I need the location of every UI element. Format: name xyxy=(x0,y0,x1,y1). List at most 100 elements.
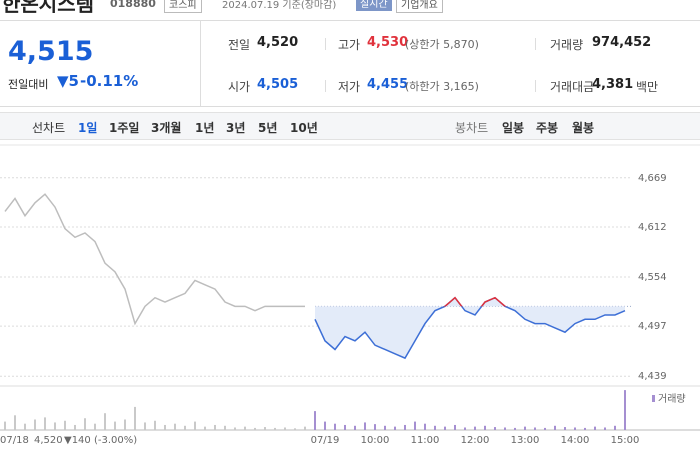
volume-bar xyxy=(64,420,66,430)
period-tab[interactable]: 1년 xyxy=(195,121,215,135)
company-info-button[interactable]: 기업개요 xyxy=(396,0,443,13)
volume-bar xyxy=(374,424,376,430)
volume-bar xyxy=(524,426,526,430)
quote-label: 시가 xyxy=(228,80,251,94)
volume-bar xyxy=(604,427,606,430)
period-tab[interactable]: 1주일 xyxy=(109,121,140,135)
volume-bar xyxy=(294,428,296,430)
volume-bar xyxy=(384,425,386,430)
period-tab[interactable]: 3개월 xyxy=(151,121,182,135)
footer-change: ▼140 (-3.00%) xyxy=(64,435,137,446)
volume-bar xyxy=(284,427,286,430)
volume-bar xyxy=(134,406,136,430)
tab-label: 선차트 xyxy=(32,121,66,135)
volume-bar xyxy=(184,425,186,430)
volume-bar xyxy=(194,421,196,430)
volume-bar xyxy=(204,426,206,430)
x-tick-label: 07/19 xyxy=(311,435,340,446)
x-tick-label: 07/18 xyxy=(0,435,29,446)
volume-bar xyxy=(214,424,216,430)
volume-bar xyxy=(514,427,516,430)
y-tick-label: 4,439 xyxy=(638,371,667,382)
footer-price: 4,520 xyxy=(34,435,63,446)
volume-bar xyxy=(394,426,396,430)
candle-tab[interactable]: 일봉 xyxy=(502,121,525,135)
x-tick-label: 10:00 xyxy=(361,435,390,446)
quote-label: 전일 xyxy=(228,38,251,52)
x-tick-label: 14:00 xyxy=(561,435,590,446)
period-tab[interactable]: 10년 xyxy=(290,121,318,135)
divider xyxy=(200,20,201,106)
volume-bar xyxy=(454,424,456,430)
volume-bar xyxy=(414,421,416,430)
date: 2024.07.19 기준(장마감) xyxy=(222,0,337,11)
candle-tab[interactable]: 월봉 xyxy=(572,121,595,135)
volume-bar xyxy=(234,427,236,430)
volume-bar xyxy=(624,390,626,430)
y-tick-label: 4,554 xyxy=(638,272,667,283)
volume-bar xyxy=(574,427,576,430)
volume-bar xyxy=(404,424,406,430)
volume-bar xyxy=(124,419,126,430)
divider xyxy=(0,106,700,107)
volume-bar xyxy=(434,425,436,430)
area-fill xyxy=(315,297,625,359)
volume-bar xyxy=(544,427,546,430)
volume-bar xyxy=(334,423,336,430)
quote-unit: 백만 xyxy=(636,80,659,94)
quote-value: 4,520 xyxy=(257,35,299,50)
volume-bar xyxy=(244,426,246,430)
period-tab[interactable]: 5년 xyxy=(258,121,278,135)
price-line xyxy=(314,296,626,360)
x-tick-label: 13:00 xyxy=(511,435,540,446)
quote-label: 저가 xyxy=(338,80,361,94)
period-tab[interactable]: 3년 xyxy=(226,121,246,135)
volume-bar xyxy=(254,427,256,430)
candle-tab[interactable]: 주봉 xyxy=(536,121,559,135)
volume-bar xyxy=(94,423,96,430)
volume-legend: 거래량 xyxy=(658,393,686,405)
volume-bar xyxy=(474,426,476,430)
divider xyxy=(0,20,700,21)
volume-bar xyxy=(264,427,266,430)
volume-bar xyxy=(54,422,56,430)
period-tab[interactable]: 1일 xyxy=(78,121,98,135)
quote-label: 고가 xyxy=(338,38,361,52)
y-tick-label: 4,669 xyxy=(638,173,667,184)
x-tick-label: 15:00 xyxy=(611,435,640,446)
volume-legend-swatch xyxy=(652,395,655,402)
quote-note: (상한가 5,870) xyxy=(405,38,479,51)
volume-bar xyxy=(24,423,26,430)
volume-bar xyxy=(34,419,36,430)
volume-bar xyxy=(344,424,346,430)
volume-bar xyxy=(224,425,226,430)
change: ▼5 xyxy=(57,72,79,90)
quote-value: 4,505 xyxy=(257,77,299,92)
y-tick-label: 4,497 xyxy=(638,321,667,332)
tab-label: 봉차트 xyxy=(455,121,489,135)
volume-bar xyxy=(364,422,366,430)
quote-value: 4,455 xyxy=(367,77,409,92)
volume-bar xyxy=(354,425,356,430)
quote-label: 거래량 xyxy=(550,38,584,52)
quote-value: 4,530 xyxy=(367,35,409,50)
price-line xyxy=(4,193,305,326)
volume-bar xyxy=(74,424,76,430)
realtime-button[interactable]: 실시간 xyxy=(356,0,392,11)
quote-value: 4,381 xyxy=(592,77,634,92)
volume-bar xyxy=(4,421,6,430)
stock-name: 한온시스템 xyxy=(2,0,94,16)
quote-note: (하한가 3,165) xyxy=(405,80,479,93)
divider xyxy=(535,80,536,92)
quote-label: 거래대금 xyxy=(550,80,595,94)
volume-bar xyxy=(584,427,586,430)
volume-bar xyxy=(274,427,276,430)
volume-bar xyxy=(534,427,536,430)
volume-bar xyxy=(114,421,116,430)
volume-bar xyxy=(314,411,316,430)
change-rate: -0.11% xyxy=(80,72,139,90)
volume-bar xyxy=(594,426,596,430)
volume-bar xyxy=(424,423,426,430)
divider xyxy=(325,80,326,92)
